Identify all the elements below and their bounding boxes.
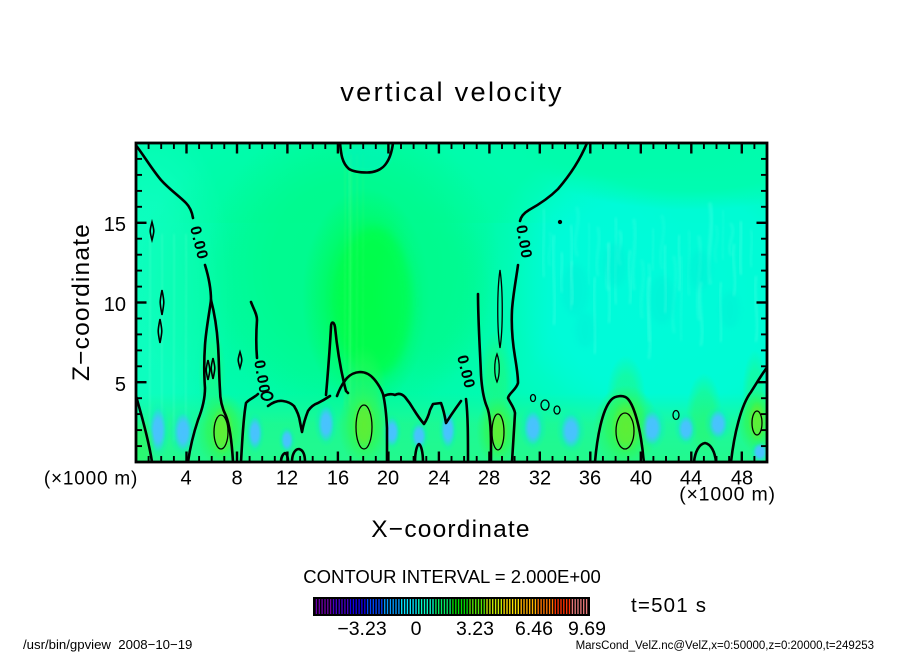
svg-text:X−coordinate: X−coordinate [371, 516, 530, 543]
svg-text:28: 28 [478, 468, 500, 490]
svg-text:vertical velocity: vertical velocity [340, 76, 563, 107]
svg-text:24: 24 [428, 468, 450, 490]
svg-text:t=501 s: t=501 s [631, 594, 707, 617]
svg-text:0: 0 [411, 618, 422, 640]
svg-text:CONTOUR INTERVAL = 2.000E+00: CONTOUR INTERVAL = 2.000E+00 [303, 566, 601, 587]
svg-text:(×1000 m): (×1000 m) [44, 469, 138, 490]
svg-text:0.00: 0.00 [512, 224, 535, 261]
svg-text:32: 32 [529, 468, 551, 490]
svg-text:16: 16 [327, 468, 349, 490]
svg-text:Z−coordinate: Z−coordinate [68, 223, 95, 381]
svg-text:48: 48 [731, 468, 753, 490]
svg-text:9.69: 9.69 [568, 618, 606, 640]
svg-text:15: 15 [104, 214, 126, 236]
svg-text:12: 12 [276, 468, 298, 490]
svg-text:40: 40 [630, 468, 652, 490]
svg-text:5: 5 [115, 374, 126, 396]
svg-text:/usr/bin/gpview 2008−10−19: /usr/bin/gpview 2008−10−19 [23, 637, 192, 652]
svg-text:0.00: 0.00 [250, 359, 273, 396]
svg-text:6.46: 6.46 [515, 618, 553, 640]
svg-text:(×1000 m): (×1000 m) [679, 484, 776, 506]
svg-text:3.23: 3.23 [456, 618, 494, 640]
svg-text:MarsCond_VelZ.nc@VelZ,x=0:5000: MarsCond_VelZ.nc@VelZ,x=0:50000,z=0:2000… [576, 640, 874, 652]
svg-text:10: 10 [104, 294, 126, 316]
svg-text:−3.23: −3.23 [337, 618, 386, 640]
svg-text:8: 8 [231, 468, 242, 490]
svg-text:36: 36 [579, 468, 601, 490]
svg-text:4: 4 [180, 468, 191, 490]
svg-text:20: 20 [377, 468, 399, 490]
svg-text:44: 44 [680, 468, 702, 490]
